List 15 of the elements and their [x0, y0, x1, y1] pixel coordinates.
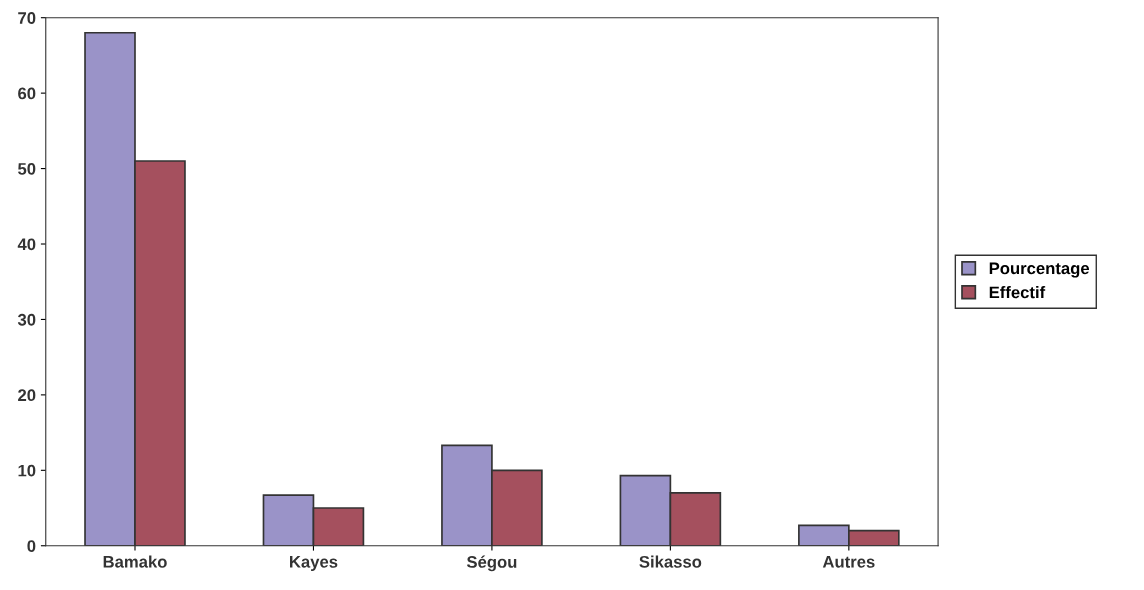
- x-tick-label: Kayes: [290, 556, 338, 572]
- x-tick-label: Autres: [822, 556, 875, 568]
- x-tick-label: Bamako: [103, 555, 167, 568]
- y-tick-label: 10: [18, 464, 36, 477]
- y-tick-label: 40: [17, 238, 36, 251]
- y-tick-label: 0: [27, 540, 36, 552]
- x-tick-label: Sikasso: [639, 555, 702, 568]
- y-tick-label: 20: [18, 389, 36, 402]
- legend-label: Effectif: [989, 286, 1046, 299]
- y-tick-label: 60: [18, 87, 36, 100]
- y-tick-label: 70: [18, 12, 36, 24]
- x-tick-label: Ségou: [466, 555, 517, 572]
- legend-label: Pourcentage: [989, 262, 1090, 278]
- y-tick-label: 30: [17, 313, 36, 326]
- y-tick-label: 50: [18, 162, 36, 175]
